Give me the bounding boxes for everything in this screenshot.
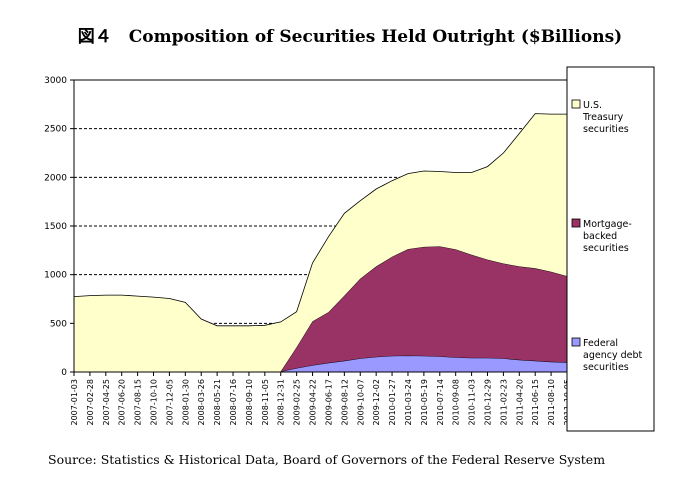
legend-label-line: agency debt <box>583 350 642 361</box>
legend-label-line: securities <box>583 243 629 254</box>
y-tick-label: 1000 <box>44 271 67 281</box>
legend: U.S.TreasurysecuritiesMortgage-backedsec… <box>566 66 655 432</box>
x-tick-label: 2008-03-26 <box>197 379 206 426</box>
x-tick-label: 2009-08-12 <box>340 379 349 426</box>
x-tick-label: 2010-12-29 <box>484 379 493 426</box>
x-tick-label: 2007-10-10 <box>150 379 159 426</box>
area-federal-agency-debt-securities <box>74 355 567 372</box>
x-tick-label: 2009-06-17 <box>325 379 334 426</box>
x-tick-label: 2008-09-10 <box>245 379 254 426</box>
legend-swatch <box>571 337 581 347</box>
x-tick-label: 2010-01-27 <box>388 379 397 426</box>
x-tick-label: 2008-11-05 <box>261 379 270 426</box>
x-tick-label: 2009-12-02 <box>372 379 381 426</box>
x-tick-label: 2010-11-03 <box>468 379 477 426</box>
y-axis-ticks: 0 500 1000 1500 2000 2500 3000 <box>44 76 74 378</box>
x-tick-label: 2007-01-03 <box>70 379 79 426</box>
legend-swatch <box>571 99 581 109</box>
x-tick-label: 2010-07-14 <box>436 379 445 426</box>
legend-label-line: Treasury <box>582 112 624 123</box>
x-tick-label: 2010-05-19 <box>420 379 429 426</box>
x-tick-label: 2010-03-24 <box>404 379 413 426</box>
legend-swatch <box>571 218 581 228</box>
y-tick-label: 2000 <box>44 173 67 183</box>
legend-label-line: securities <box>583 124 629 135</box>
y-tick-label: 3000 <box>44 76 67 86</box>
legend-label-line: U.S. <box>583 100 602 111</box>
x-tick-label: 2009-04-22 <box>309 379 318 426</box>
x-tick-label: 2008-01-30 <box>181 379 190 426</box>
y-tick-label: 1500 <box>44 222 67 232</box>
x-tick-label: 2007-04-25 <box>102 379 111 426</box>
chart-container: 0 500 1000 1500 2000 2500 3000 2007-01-03 2007-… <box>0 60 700 440</box>
x-tick-label: 2011-08-10 <box>547 379 556 426</box>
area-edge-u-s-treasury-securities <box>73 113 567 327</box>
legend-label-line: securities <box>583 362 629 373</box>
x-tick-label: 2008-12-31 <box>277 379 286 426</box>
x-tick-label: 2008-05-21 <box>213 379 222 426</box>
x-tick-label: 2007-06-20 <box>118 379 127 426</box>
y-tick-label: 500 <box>50 319 67 329</box>
legend-label-line: backed <box>583 231 617 242</box>
y-tick-label: 2500 <box>44 125 67 135</box>
area-u-s-treasury-securities <box>74 113 567 372</box>
y-tick-label: 0 <box>61 368 67 378</box>
x-tick-label: 2009-10-07 <box>356 379 365 426</box>
x-tick-label: 2011-06-15 <box>531 379 540 426</box>
legend-box <box>566 66 655 432</box>
chart-title: 図４ Composition of Securities Held Outrig… <box>77 27 623 47</box>
area-series <box>73 113 568 373</box>
legend-label-line: Federal <box>583 338 618 349</box>
area-mortgage-backed-securities <box>74 246 567 372</box>
x-tick-label: 2010-09-08 <box>452 379 461 426</box>
x-tick-label: 2007-12-05 <box>165 379 174 426</box>
x-tick-label: 2007-02-28 <box>86 379 95 426</box>
x-tick-label: 2007-08-15 <box>134 379 143 426</box>
x-tick-label: 2011-04-20 <box>515 379 524 426</box>
x-tick-label: 2008-07-16 <box>229 379 238 426</box>
x-tick-label: 2011-02-23 <box>499 379 508 426</box>
source-note: Source: Statistics & Historical Data, Bo… <box>48 452 606 467</box>
legend-label-line: Mortgage- <box>583 219 632 230</box>
x-tick-label: 2009-02-25 <box>293 379 302 426</box>
x-axis-ticks: 2007-01-03 2007-02-28 2007-04-25 2007-06-20… <box>70 372 572 426</box>
